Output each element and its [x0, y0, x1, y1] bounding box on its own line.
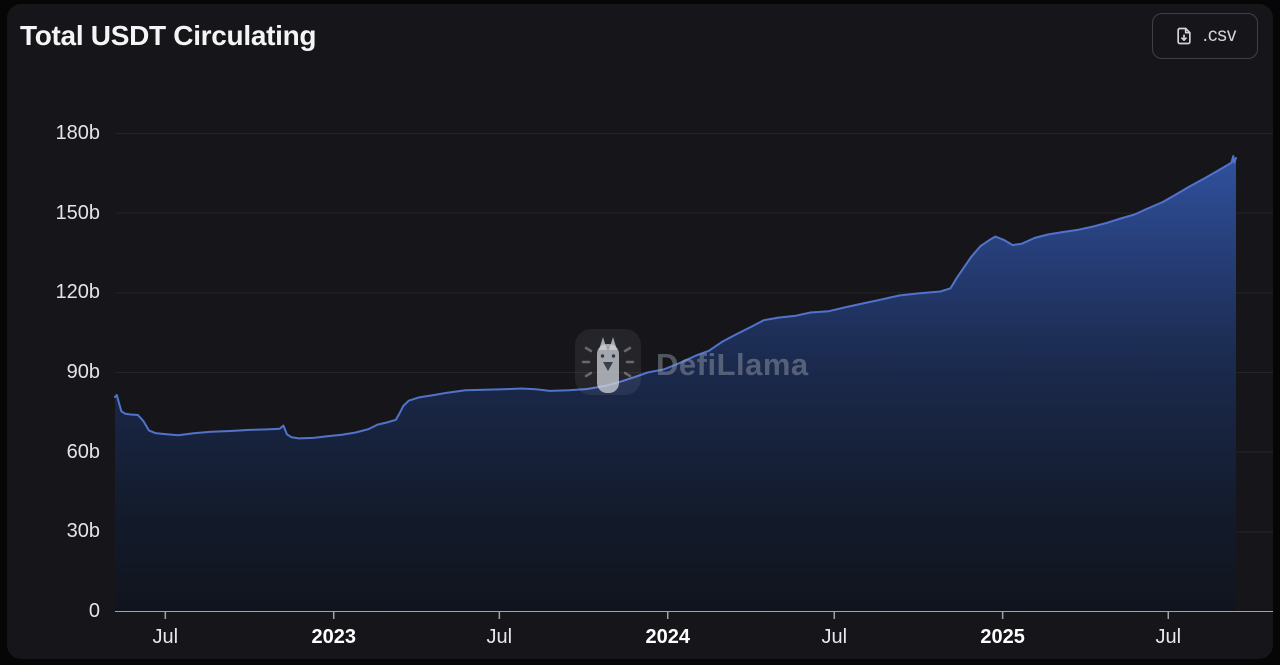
- csv-download-button[interactable]: .csv: [1152, 13, 1258, 59]
- x-tick-label: Jul: [821, 626, 848, 648]
- y-tick-label: 0: [88, 600, 100, 622]
- y-tick-label: 150b: [55, 201, 101, 224]
- y-tick-label: 90b: [66, 361, 100, 383]
- x-tick-label: Jul: [152, 626, 179, 648]
- y-tick-label: 180b: [55, 122, 101, 144]
- x-tick-label: Jul: [1155, 626, 1182, 648]
- x-tick-label: Jul: [486, 626, 513, 648]
- y-tick-label: 60b: [66, 440, 100, 463]
- x-tick-label: 2025: [980, 626, 1025, 648]
- csv-button-label: .csv: [1202, 25, 1237, 46]
- file-download-icon: [1174, 26, 1194, 46]
- y-tick-label: 120b: [55, 281, 101, 304]
- page-title: Total USDT Circulating: [20, 20, 317, 51]
- x-tick-label: 2023: [311, 626, 356, 648]
- y-tick-label: 30b: [66, 520, 100, 543]
- area-series: [115, 156, 1236, 611]
- x-tick-label: 2024: [645, 626, 690, 648]
- line-series: [114, 155, 1237, 440]
